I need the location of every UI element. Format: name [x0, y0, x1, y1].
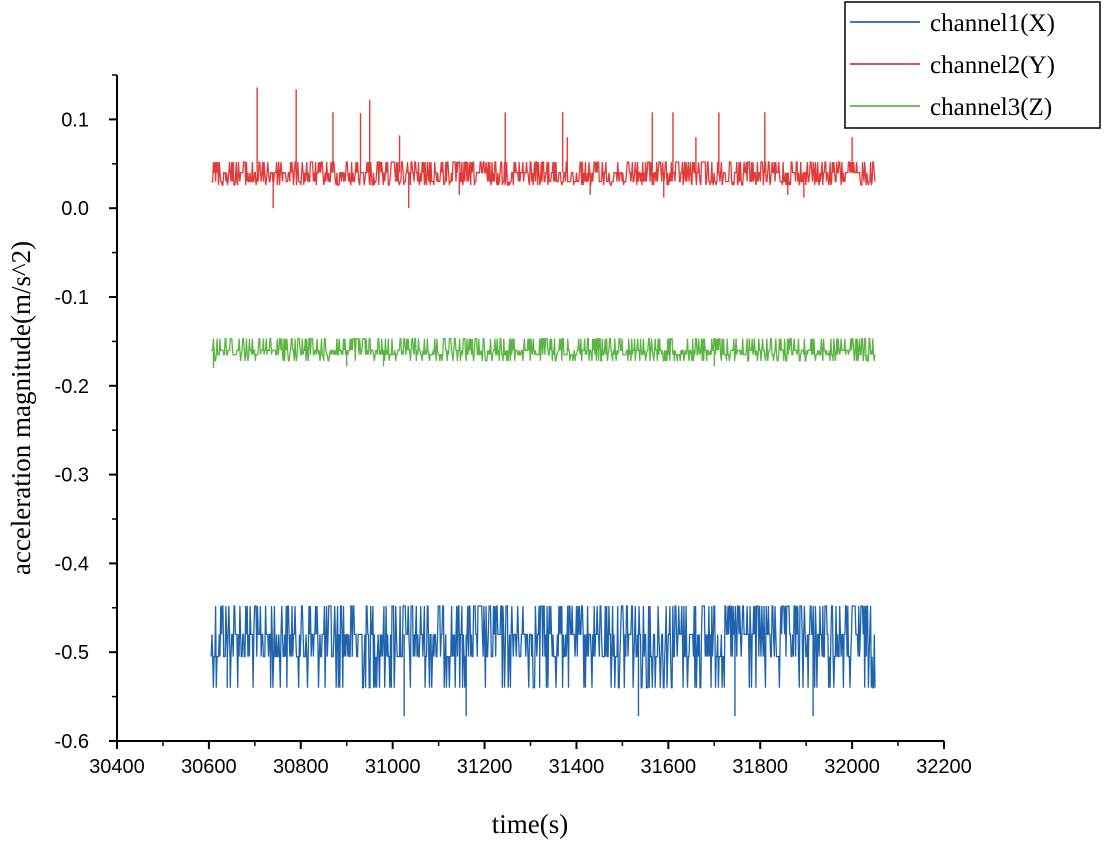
y-tick-label: -0.3	[55, 465, 89, 487]
series-line	[211, 338, 876, 362]
series-3	[211, 338, 876, 369]
legend-label-channel2: channel2(Y)	[930, 52, 1055, 79]
legend-label-channel3: channel3(Z)	[930, 94, 1052, 121]
y-axis-title: acceleration magnitude(m/s^2)	[6, 241, 36, 575]
x-tick-label: 30400	[89, 756, 145, 778]
x-tick-label: 31200	[457, 756, 513, 778]
series-2	[211, 87, 876, 209]
series-1	[210, 605, 876, 717]
series-line	[211, 161, 876, 186]
y-tick-label: -0.2	[55, 376, 89, 398]
y-tick-label: -0.4	[55, 553, 89, 575]
x-tick-label: 32000	[824, 756, 880, 778]
x-tick-label: 31600	[641, 756, 697, 778]
y-tick-label: -0.1	[55, 287, 89, 309]
y-tick-label: 0.1	[61, 109, 89, 131]
series-line	[210, 605, 876, 689]
x-ticks: 30400 30600 30800 31000 31200 31400 31600 31800…	[89, 741, 972, 778]
x-tick-label: 32200	[916, 756, 972, 778]
series-layer	[210, 87, 876, 717]
x-tick-label: 31400	[549, 756, 605, 778]
legend-label-channel1: channel1(X)	[930, 10, 1055, 37]
x-tick-label: 31000	[365, 756, 421, 778]
x-tick-label: 30600	[181, 756, 237, 778]
y-tick-label: -0.6	[55, 731, 89, 753]
y-tick-label: 0.0	[61, 198, 89, 220]
x-tick-label: 31800	[732, 756, 788, 778]
y-tick-label: -0.5	[55, 642, 89, 664]
legend-box	[844, 1, 1101, 129]
x-tick-label: 30800	[273, 756, 329, 778]
y-ticks: 0.1 0.0 -0.1 -0.2 -0.3 -0.4 -0.5 -0.6	[55, 74, 117, 753]
legend: channel1(X) channel2(Y) channel3(Z)	[844, 1, 1101, 129]
x-axis-title: time(s)	[492, 809, 568, 839]
